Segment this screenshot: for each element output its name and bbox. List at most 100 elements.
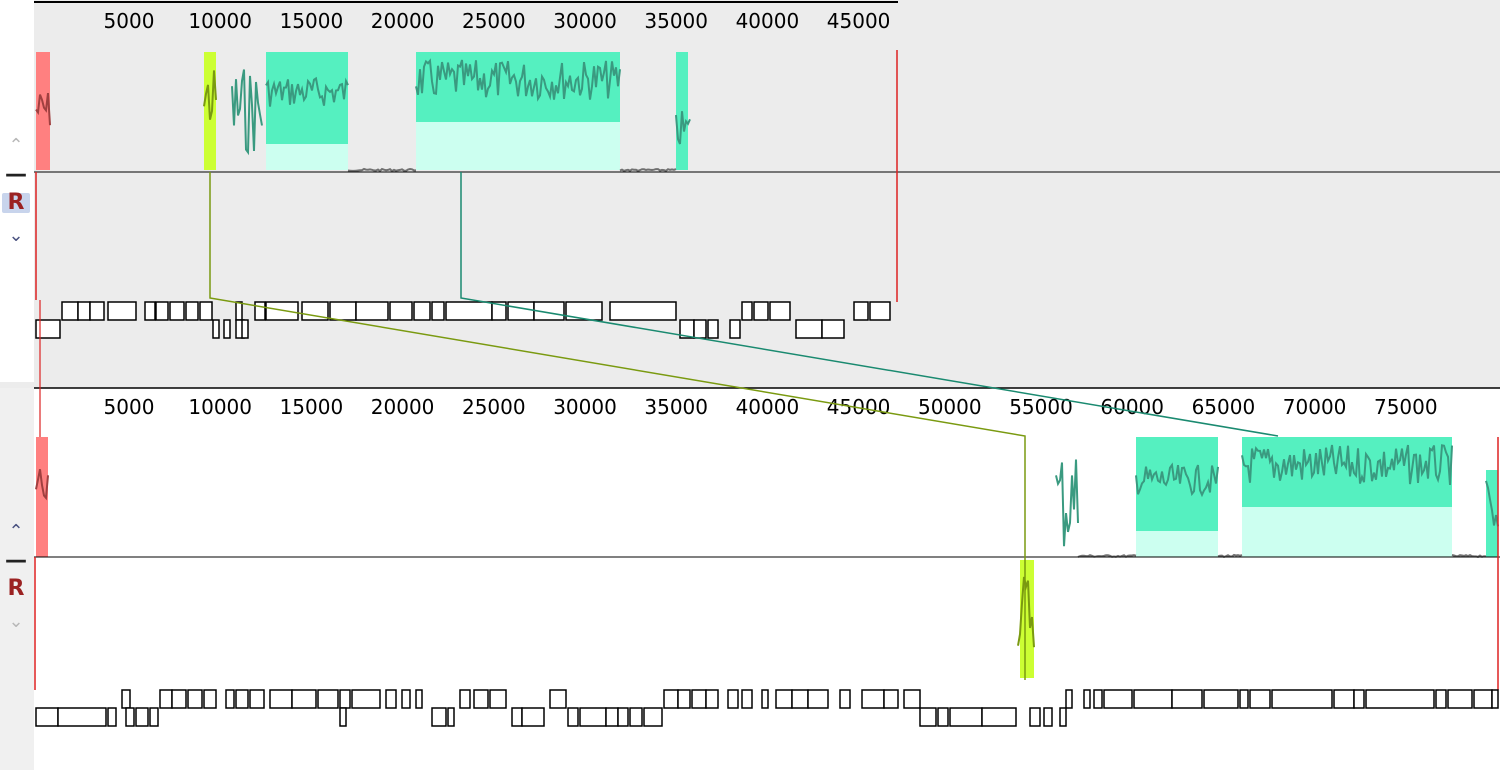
gene-box[interactable] (329, 301, 357, 321)
gene-box[interactable] (937, 707, 949, 727)
gene-box[interactable] (447, 707, 455, 727)
gene-box[interactable] (677, 689, 691, 709)
gene-box[interactable] (339, 707, 347, 727)
gene-box[interactable] (981, 707, 1017, 727)
chevron-down-icon[interactable]: ⌄ (8, 225, 24, 246)
gene-box[interactable] (617, 707, 629, 727)
gene-box[interactable] (1171, 689, 1203, 709)
lcb-block-red[interactable] (36, 52, 50, 170)
gene-box[interactable] (1249, 689, 1271, 709)
genome-panel-top[interactable] (34, 0, 1500, 382)
chevron-up-icon[interactable]: ⌃ (8, 521, 24, 542)
gene-box[interactable] (89, 301, 105, 321)
gene-box[interactable] (125, 707, 135, 727)
reverse-icon[interactable]: R (2, 192, 30, 214)
gene-box[interactable] (1203, 689, 1239, 709)
gene-box[interactable] (431, 301, 445, 321)
gene-box[interactable] (753, 301, 769, 321)
gene-box[interactable] (853, 301, 869, 321)
gene-box[interactable] (741, 301, 753, 321)
gene-box[interactable] (821, 319, 845, 339)
gene-box[interactable] (1473, 689, 1493, 709)
gene-box[interactable] (1093, 689, 1103, 709)
minus-icon[interactable]: — (5, 548, 27, 573)
reverse-icon[interactable]: R (7, 576, 25, 601)
gene-box[interactable] (691, 689, 707, 709)
gene-box[interactable] (663, 689, 679, 709)
gene-box[interactable] (1065, 689, 1073, 709)
gene-box[interactable] (413, 301, 431, 321)
gene-box[interactable] (61, 301, 79, 321)
gene-box[interactable] (249, 689, 265, 709)
gene-box[interactable] (389, 301, 413, 321)
gene-box[interactable] (629, 707, 643, 727)
gene-box[interactable] (761, 689, 769, 709)
gene-box[interactable] (919, 707, 937, 727)
gene-box[interactable] (741, 689, 753, 709)
gene-box[interactable] (1333, 689, 1355, 709)
gene-box[interactable] (775, 689, 793, 709)
gene-box[interactable] (883, 689, 899, 709)
gene-box[interactable] (77, 301, 91, 321)
gene-box[interactable] (107, 707, 117, 727)
gene-annotations-bottom[interactable] (35, 689, 1499, 727)
gene-box[interactable] (727, 689, 739, 709)
gene-box[interactable] (1271, 689, 1333, 709)
gene-box[interactable] (35, 319, 61, 339)
gene-box[interactable] (769, 301, 791, 321)
gene-box[interactable] (1083, 689, 1091, 709)
gene-box[interactable] (355, 301, 389, 321)
gene-box[interactable] (1365, 689, 1435, 709)
gene-box[interactable] (199, 301, 213, 321)
gene-box[interactable] (203, 689, 217, 709)
gene-box[interactable] (149, 707, 159, 727)
gene-box[interactable] (235, 301, 243, 321)
gene-box[interactable] (839, 689, 851, 709)
gene-box[interactable] (869, 301, 891, 321)
gene-box[interactable] (1491, 689, 1499, 709)
gene-box[interactable] (144, 301, 156, 321)
gene-box[interactable] (511, 707, 523, 727)
gene-box[interactable] (415, 689, 423, 709)
gene-box[interactable] (351, 689, 381, 709)
gene-box[interactable] (241, 319, 249, 339)
gene-box[interactable] (401, 689, 411, 709)
gene-box[interactable] (135, 707, 149, 727)
gene-box[interactable] (707, 319, 719, 339)
gene-box[interactable] (301, 301, 329, 321)
gene-box[interactable] (791, 689, 809, 709)
gene-box[interactable] (609, 301, 677, 321)
gene-box[interactable] (385, 689, 397, 709)
gene-box[interactable] (1043, 707, 1053, 727)
gene-box[interactable] (579, 707, 607, 727)
gene-box[interactable] (1059, 707, 1067, 727)
gene-box[interactable] (431, 707, 447, 727)
gene-box[interactable] (521, 707, 545, 727)
gene-box[interactable] (693, 319, 707, 339)
chevron-down-icon[interactable]: ⌄ (8, 611, 24, 632)
gene-box[interactable] (1103, 689, 1133, 709)
gene-box[interactable] (1239, 689, 1249, 709)
gene-box[interactable] (643, 707, 663, 727)
chevron-up-icon[interactable]: ⌃ (8, 135, 24, 156)
gene-box[interactable] (459, 689, 471, 709)
gene-box[interactable] (121, 689, 131, 709)
gene-box[interactable] (549, 689, 567, 709)
gene-box[interactable] (1447, 689, 1473, 709)
gene-box[interactable] (107, 301, 137, 321)
lcb-block-red[interactable] (36, 437, 48, 557)
minus-icon[interactable]: — (5, 162, 27, 187)
gene-box[interactable] (473, 689, 489, 709)
gene-box[interactable] (861, 689, 885, 709)
gene-box[interactable] (212, 319, 220, 339)
gene-box[interactable] (1029, 707, 1041, 727)
gene-box[interactable] (795, 319, 823, 339)
gene-box[interactable] (489, 689, 507, 709)
gene-box[interactable] (223, 319, 231, 339)
gene-box[interactable] (291, 689, 317, 709)
gene-box[interactable] (265, 301, 299, 321)
gene-box[interactable] (155, 301, 169, 321)
gene-box[interactable] (171, 689, 187, 709)
gene-box[interactable] (187, 689, 203, 709)
gene-box[interactable] (565, 301, 603, 321)
